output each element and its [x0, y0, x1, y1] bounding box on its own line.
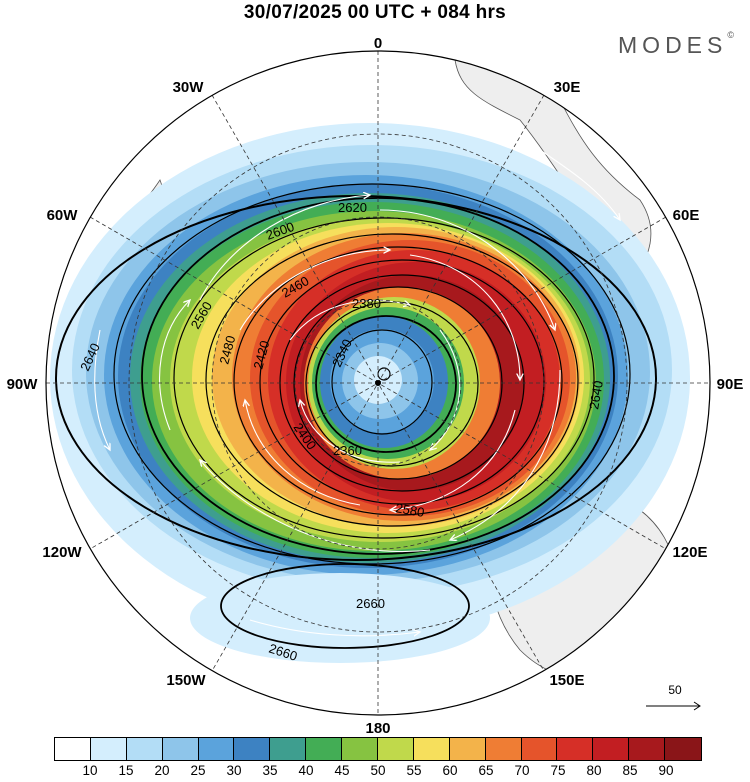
colorbar-swatch	[521, 738, 558, 760]
lon-label-60w: 60W	[47, 207, 79, 224]
colorbar-tick-label: 25	[190, 763, 206, 778]
contour-label: 2580	[394, 500, 425, 520]
colorbar-swatch	[234, 738, 271, 760]
colorbar-swatch	[306, 738, 343, 760]
brand-name: MODES	[618, 32, 728, 58]
vector-stream	[94, 329, 110, 450]
colorbar-tick-label: 15	[118, 763, 134, 778]
lon-label-90w: 90W	[7, 376, 39, 393]
colorbar-tick-label: 55	[406, 763, 422, 778]
vector-stream	[239, 250, 390, 331]
colorbar-tick-label: 85	[622, 763, 638, 778]
lon-label-120e: 120E	[672, 544, 707, 561]
vector-stream	[200, 460, 431, 553]
contour-label: 2360	[333, 443, 362, 458]
colorbar-swatch	[55, 738, 91, 760]
colorbar-tick-label: 65	[478, 763, 494, 778]
lon-label-90e: 90E	[717, 376, 744, 393]
vector-stream	[199, 195, 370, 301]
colorbar-swatch	[665, 738, 702, 760]
lon-label-150e: 150E	[549, 672, 584, 689]
map-boundary	[45, 50, 711, 716]
map-title: 30/07/2025 00 UTC + 084 hrs	[243, 2, 507, 23]
colorbar-swatch	[557, 738, 594, 760]
reference-vector-label: 50	[668, 683, 682, 697]
map-disk	[46, 51, 710, 715]
copyright-mark: ©	[727, 30, 734, 40]
lon-label-180: 180	[365, 720, 390, 737]
colorbar-tick-label: 75	[550, 763, 566, 778]
contour-label: 2420	[250, 339, 272, 371]
lon-label-60e: 60E	[673, 207, 700, 224]
colorbar-tick-label: 40	[298, 763, 314, 778]
lon-label-30e: 30E	[554, 79, 581, 96]
colorbar-swatch	[413, 738, 450, 760]
colorbar-swatch	[90, 738, 127, 760]
colorbar-swatch	[593, 738, 630, 760]
south-pole-marker	[375, 380, 381, 386]
colorbar-swatch	[126, 738, 163, 760]
vector-stream	[159, 300, 190, 431]
reference-vector: 50	[646, 683, 701, 711]
colorbar-tick-label: 35	[262, 763, 278, 778]
colorbar	[54, 737, 702, 761]
colorbar-tick-label: 60	[442, 763, 458, 778]
vector-stream	[249, 619, 420, 636]
colorbar-swatch	[485, 738, 522, 760]
vector-stream	[379, 209, 555, 330]
lon-label-150w: 150W	[166, 672, 206, 689]
colorbar-ticks: 10 15 20 25 30 35 40 45 50 55 60 65 70 75 80 85 90	[54, 763, 702, 781]
contour-label: 2660	[356, 596, 385, 611]
vector-stream	[390, 409, 516, 510]
lon-label-0: 0	[374, 35, 382, 52]
colorbar-tick-label: 20	[154, 763, 170, 778]
contour-label: 2620	[338, 200, 367, 215]
colorbar-tick-label: 30	[226, 763, 242, 778]
colorbar-tick-label: 70	[514, 763, 530, 778]
vector-stream	[450, 369, 561, 540]
vector-stream	[409, 254, 520, 380]
colorbar-swatch	[449, 738, 486, 760]
lon-label-120w: 120W	[42, 544, 82, 561]
contour-label: 2480	[216, 334, 238, 366]
longitude-labels: 0 30E 60E 90E 120E 150E 180 150W 120W 90…	[7, 35, 744, 737]
vector-stream	[300, 400, 401, 463]
colorbar-tick-label: 80	[586, 763, 602, 778]
colorbar-tick-label: 90	[658, 763, 674, 778]
colorbar-swatch	[270, 738, 307, 760]
contour-label: 2380	[352, 296, 381, 311]
vector-stream	[539, 149, 620, 220]
lon-label-30w: 30W	[173, 79, 205, 96]
colorbar-tick-label: 45	[334, 763, 350, 778]
colorbar-swatch	[342, 738, 379, 760]
colorbar-tick-label: 10	[82, 763, 98, 778]
colorbar-swatch	[198, 738, 235, 760]
vector-stream	[245, 400, 361, 506]
brand-logo: MODES©	[618, 30, 734, 59]
colorbar-swatch	[629, 738, 666, 760]
vector-stream	[430, 329, 461, 450]
colorbar-swatch	[162, 738, 199, 760]
contour-label: 2640	[586, 379, 606, 410]
colorbar-swatch	[378, 738, 414, 760]
colorbar-tick-label: 50	[370, 763, 386, 778]
